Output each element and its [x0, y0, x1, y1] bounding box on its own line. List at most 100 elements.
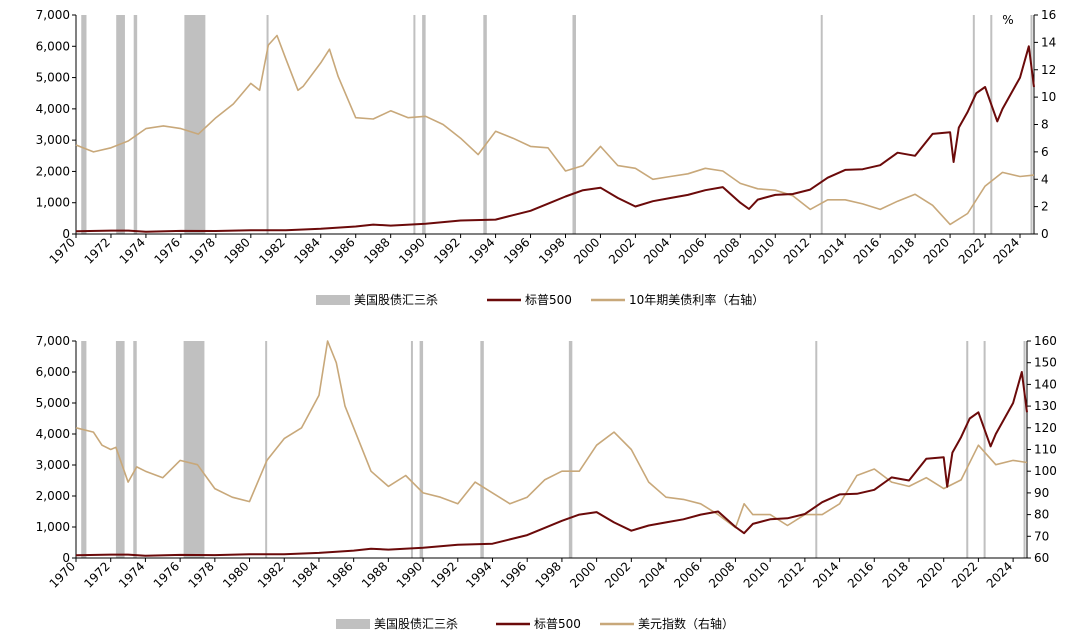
legend: 美国股债汇三杀 标普500 10年期美债利率（右轴）	[316, 292, 764, 307]
crash-band-1	[81, 15, 87, 234]
x-tick-label: 1996	[501, 235, 532, 266]
x-tick-label: 1998	[533, 559, 564, 590]
left-tick-label: 2,000	[36, 164, 70, 178]
crash-band-8	[480, 341, 484, 558]
x-tick-label: 2004	[637, 559, 668, 590]
x-tick-label: 1976	[151, 559, 182, 590]
x-tick-label: 2024	[991, 235, 1022, 266]
crash-band-3	[133, 341, 137, 558]
x-tick-label: 1984	[291, 235, 322, 266]
crash-band-12	[990, 15, 993, 234]
chart-panel-1: 0 1,000 2,000 3,000 4,000 5,000 6,000 7,000 0 2 4 6…	[36, 8, 1057, 307]
left-tick-label: 6,000	[36, 365, 70, 379]
right-tick-label: 60	[1034, 551, 1049, 565]
crash-band-3	[133, 15, 138, 234]
crash-band-4	[184, 15, 206, 234]
x-tick-label: 1980	[220, 559, 251, 590]
crash-band-2	[116, 15, 125, 234]
left-tick-label: 4,000	[36, 427, 70, 441]
x-tick-label: 2020	[914, 559, 945, 590]
right-tick-label: 70	[1034, 529, 1049, 543]
right-tick-label: 140	[1034, 377, 1057, 391]
right-tick-label: 150	[1034, 356, 1057, 370]
left-tick-label: 5,000	[36, 71, 70, 85]
x-tick-label: 2000	[567, 559, 598, 590]
right-tick-label: 110	[1034, 443, 1057, 457]
x-tick-label: 2020	[921, 235, 952, 266]
x-tick-label: 1990	[394, 559, 425, 590]
x-tick-label: 1970	[47, 235, 78, 266]
crash-band-2	[115, 341, 125, 558]
x-tick-label: 1972	[82, 235, 113, 266]
legend: 美国股债汇三杀 标普500 美元指数（右轴）	[336, 616, 734, 631]
right-tick-label: 120	[1034, 421, 1057, 435]
chart-panel-2: 0 1,000 2,000 3,000 4,000 5,000 6,000 7,000 60 70…	[36, 334, 1057, 631]
right-tick-label: 8	[1041, 118, 1049, 132]
x-tick-label: 2002	[602, 559, 633, 590]
x-tick-label: 1984	[290, 559, 321, 590]
x-tick-label: 1990	[396, 235, 427, 266]
x-tick-label: 1982	[255, 559, 286, 590]
x-tick-label: 2012	[781, 235, 812, 266]
x-tick-label: 2014	[810, 559, 841, 590]
crash-band-13	[1030, 15, 1033, 234]
x-tick-label: 2022	[956, 235, 987, 266]
right-tick-label: 12	[1041, 63, 1056, 77]
x-tick-label: 2012	[775, 559, 806, 590]
left-tick-label: 3,000	[36, 133, 70, 147]
crash-band-13	[1023, 341, 1026, 558]
right-tick-label: 100	[1034, 464, 1057, 478]
crash-band-10	[815, 341, 818, 558]
legend-label-secondary: 美元指数（右轴）	[638, 616, 734, 631]
x-tick-label: 1994	[463, 559, 494, 590]
right-tick-label: 160	[1034, 334, 1057, 348]
legend-label-secondary: 10年期美债利率（右轴）	[629, 292, 764, 307]
x-tick-label: 1988	[359, 559, 390, 590]
left-tick-label: 0	[62, 227, 70, 241]
x-tick-label: 2002	[606, 235, 637, 266]
x-tick-label: 2006	[676, 235, 707, 266]
right-tick-label: 10	[1041, 90, 1056, 104]
x-tick-label: 2018	[880, 559, 911, 590]
x-tick-label: 1986	[324, 559, 355, 590]
x-tick-label: 1988	[361, 235, 392, 266]
left-tick-label: 1,000	[36, 520, 70, 534]
x-tick-label: 2004	[641, 235, 672, 266]
x-tick-label: 1974	[117, 235, 148, 266]
x-tick-label: 1980	[221, 235, 252, 266]
crash-band-5	[266, 15, 269, 234]
series-line-sp500	[75, 371, 1028, 557]
crash-band-10	[820, 15, 823, 234]
x-tick-label: 1978	[186, 235, 217, 266]
crash-band-7	[422, 15, 426, 234]
right-tick-label: 16	[1041, 8, 1056, 22]
crash-band-11	[966, 341, 969, 558]
x-tick-label: 1982	[256, 235, 287, 266]
left-tick-label: 0	[62, 551, 70, 565]
x-tick-label: 1986	[326, 235, 357, 266]
left-tick-label: 7,000	[36, 8, 70, 22]
x-tick-label: 2018	[886, 235, 917, 266]
right-tick-label: 80	[1034, 508, 1049, 522]
crash-band-7	[419, 341, 424, 558]
legend-swatch-bands	[316, 295, 350, 305]
right-tick-label: 2	[1041, 200, 1049, 214]
x-tick-label: 1976	[152, 235, 183, 266]
x-tick-label: 2016	[845, 559, 876, 590]
left-tick-label: 5,000	[36, 396, 70, 410]
legend-label-bands: 美国股债汇三杀	[374, 616, 458, 631]
series-line-secondary	[75, 340, 1028, 529]
legend-label-bands: 美国股债汇三杀	[354, 292, 438, 307]
crash-band-4	[183, 341, 205, 558]
crash-band-8	[483, 15, 487, 234]
left-tick-label: 7,000	[36, 334, 70, 348]
x-tick-label: 1994	[466, 235, 497, 266]
x-tick-label: 1972	[81, 559, 112, 590]
series-line-sp500	[75, 45, 1035, 233]
left-tick-label: 6,000	[36, 39, 70, 53]
right-tick-label: 0	[1041, 227, 1049, 241]
left-tick-label: 4,000	[36, 102, 70, 116]
x-tick-label: 2000	[571, 235, 602, 266]
